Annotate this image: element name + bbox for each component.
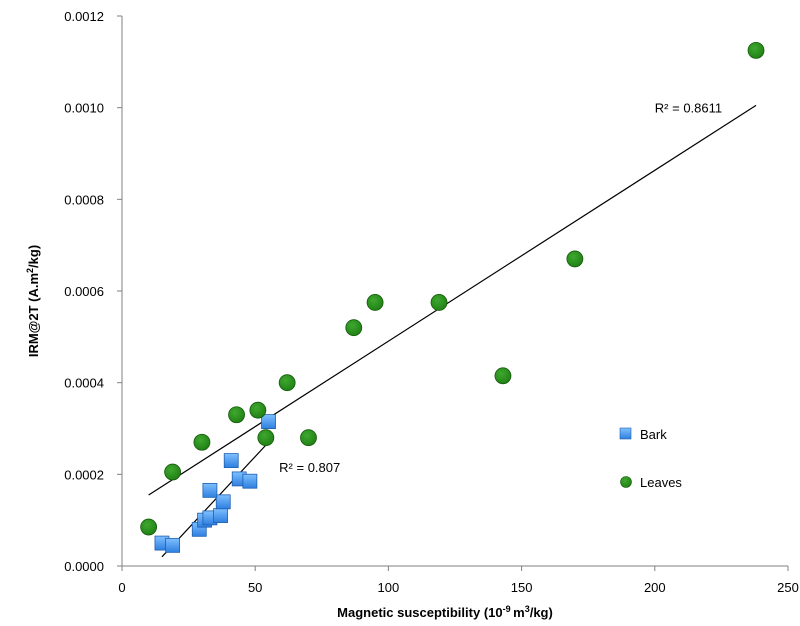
legend-bark-swatch — [619, 427, 632, 440]
leaves-point — [566, 250, 584, 268]
x-axis-title-part: m — [513, 605, 525, 620]
y-tick-label: 0.0006 — [64, 284, 104, 299]
y-tick-label: 0.0008 — [64, 192, 104, 207]
x-tick-label: 250 — [777, 580, 799, 595]
bark-point — [223, 453, 239, 468]
x-tick-label: 100 — [378, 580, 400, 595]
legend: Bark Leaves — [619, 427, 682, 490]
legend-leaves-swatch — [620, 476, 632, 488]
r2-label-bark: R² = 0.807 — [279, 460, 340, 475]
y-axis-title-part: /kg) — [26, 245, 41, 268]
leaves-point — [300, 429, 317, 447]
y-axis-title-part: IRM@2T (A.m — [26, 273, 41, 357]
x-axis-title: Magnetic susceptibility (10-9 m3/kg) — [337, 604, 553, 620]
legend-bark-label: Bark — [640, 427, 667, 442]
y-axis-title-exponent: 2 — [25, 268, 35, 273]
leaves-point — [193, 433, 211, 451]
x-axis-title-exponent: -9 — [503, 604, 514, 614]
x-tick-label: 0 — [118, 580, 125, 595]
trendline-leaves — [148, 104, 757, 496]
x-axis-title-part: Magnetic susceptibility (10 — [337, 605, 502, 620]
bark-point — [202, 482, 218, 498]
trendlines — [148, 104, 757, 558]
bark-point — [261, 414, 276, 430]
bark-point — [165, 537, 181, 553]
x-tick-label: 50 — [248, 580, 262, 595]
x-tick-label: 150 — [511, 580, 533, 595]
y-tick-label: 0.0012 — [64, 9, 104, 24]
y-tick-label: 0.0002 — [64, 467, 104, 482]
leaves-point — [249, 401, 267, 419]
data-points — [140, 41, 765, 553]
leaves-point — [140, 518, 158, 536]
x-ticks: 0 50 100 150 200 250 — [118, 566, 799, 595]
leaves-point — [278, 374, 296, 392]
bark-point — [242, 473, 258, 489]
leaves-point — [345, 319, 363, 337]
y-tick-label: 0.0010 — [64, 101, 104, 116]
r2-label-leaves: R² = 0.8611 — [655, 100, 722, 115]
leaves-point — [747, 41, 765, 59]
x-tick-label: 200 — [644, 580, 666, 595]
y-ticks: 0.0000 0.0002 0.0004 0.0006 0.0008 0.0010 0.00… — [64, 9, 122, 574]
y-axis-title: IRM@2T (A.m2/kg) — [25, 245, 41, 357]
y-tick-label: 0.0000 — [64, 559, 104, 574]
r2-annotations: R² = 0.807 R² = 0.8611 — [279, 100, 722, 475]
leaves-point — [494, 367, 512, 385]
x-axis-title-exponent: 3 — [525, 604, 530, 614]
leaves-point — [257, 429, 275, 447]
x-axis-title-part: /kg) — [530, 605, 553, 620]
leaves-point — [164, 463, 182, 481]
trendline-bark — [161, 441, 269, 558]
leaves-point — [228, 406, 245, 424]
legend-leaves-label: Leaves — [640, 475, 682, 490]
leaves-point — [430, 294, 448, 311]
bark-point — [215, 494, 231, 510]
leaves-point — [366, 294, 384, 311]
y-tick-label: 0.0004 — [64, 376, 104, 391]
bark-point — [213, 508, 228, 523]
